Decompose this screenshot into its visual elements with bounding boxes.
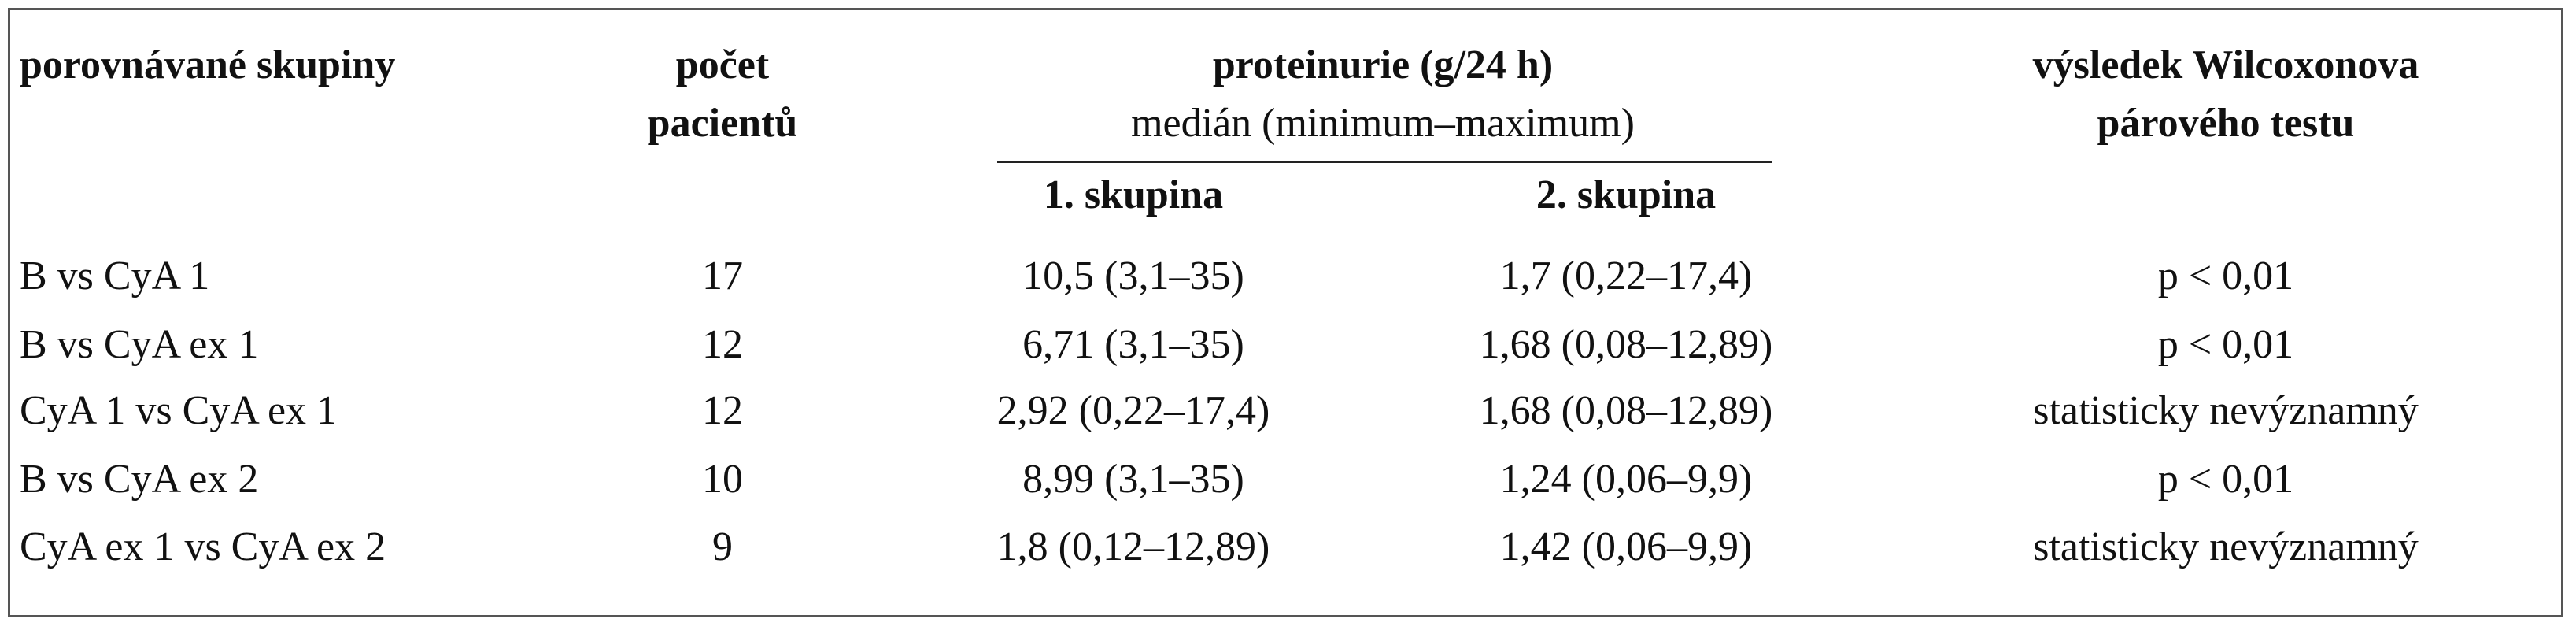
cell-groups: CyA 1 vs CyA ex 1 [20,388,338,433]
header-count: pacientů [647,101,798,146]
cell-groups: B vs CyA ex 2 [20,457,259,502]
cell-group2: 1,68 (0,08–12,89) [1479,388,1773,433]
cell-group2: 1,68 (0,08–12,89) [1479,322,1773,367]
cell-count: 12 [702,322,743,367]
header-test: výsledek Wilcoxonova [2032,43,2419,87]
table-border [8,8,2563,617]
header-proteinuria: proteinurie (g/24 h) [1212,43,1554,87]
header-groups: porovnávané skupiny [20,43,396,87]
cell-group1: 6,71 (3,1–35) [1022,322,1244,367]
cell-count: 12 [702,388,743,433]
cell-groups: B vs CyA ex 1 [20,322,259,367]
cell-count: 9 [712,524,733,569]
cell-group1: 10,5 (3,1–35) [1022,254,1244,298]
cell-count: 17 [702,254,743,298]
cell-test: p < 0,01 [2157,457,2294,502]
cell-group2: 1,7 (0,22–17,4) [1499,254,1753,298]
cell-group2: 1,42 (0,06–9,9) [1499,524,1753,569]
cell-group1: 2,92 (0,22–17,4) [996,388,1270,433]
subheader: 2. skupina [1536,172,1717,217]
cell-group1: 1,8 (0,12–12,89) [996,524,1270,569]
header-rule [997,161,1772,163]
cell-test: p < 0,01 [2157,322,2294,367]
header-count: počet [675,43,770,87]
subheader: 1. skupina [1043,172,1224,217]
cell-test: p < 0,01 [2157,254,2294,298]
cell-groups: CyA ex 1 vs CyA ex 2 [20,524,386,569]
header-proteinuria-sub: medián (minimum–maximum) [1131,101,1635,146]
cell-group1: 8,99 (3,1–35) [1022,457,1244,502]
cell-count: 10 [702,457,743,502]
cell-test: statisticky nevýznamný [2033,388,2419,433]
cell-test: statisticky nevýznamný [2033,524,2419,569]
cell-groups: B vs CyA 1 [20,254,210,298]
header-test: párového testu [2097,101,2355,146]
cell-group2: 1,24 (0,06–9,9) [1499,457,1753,502]
